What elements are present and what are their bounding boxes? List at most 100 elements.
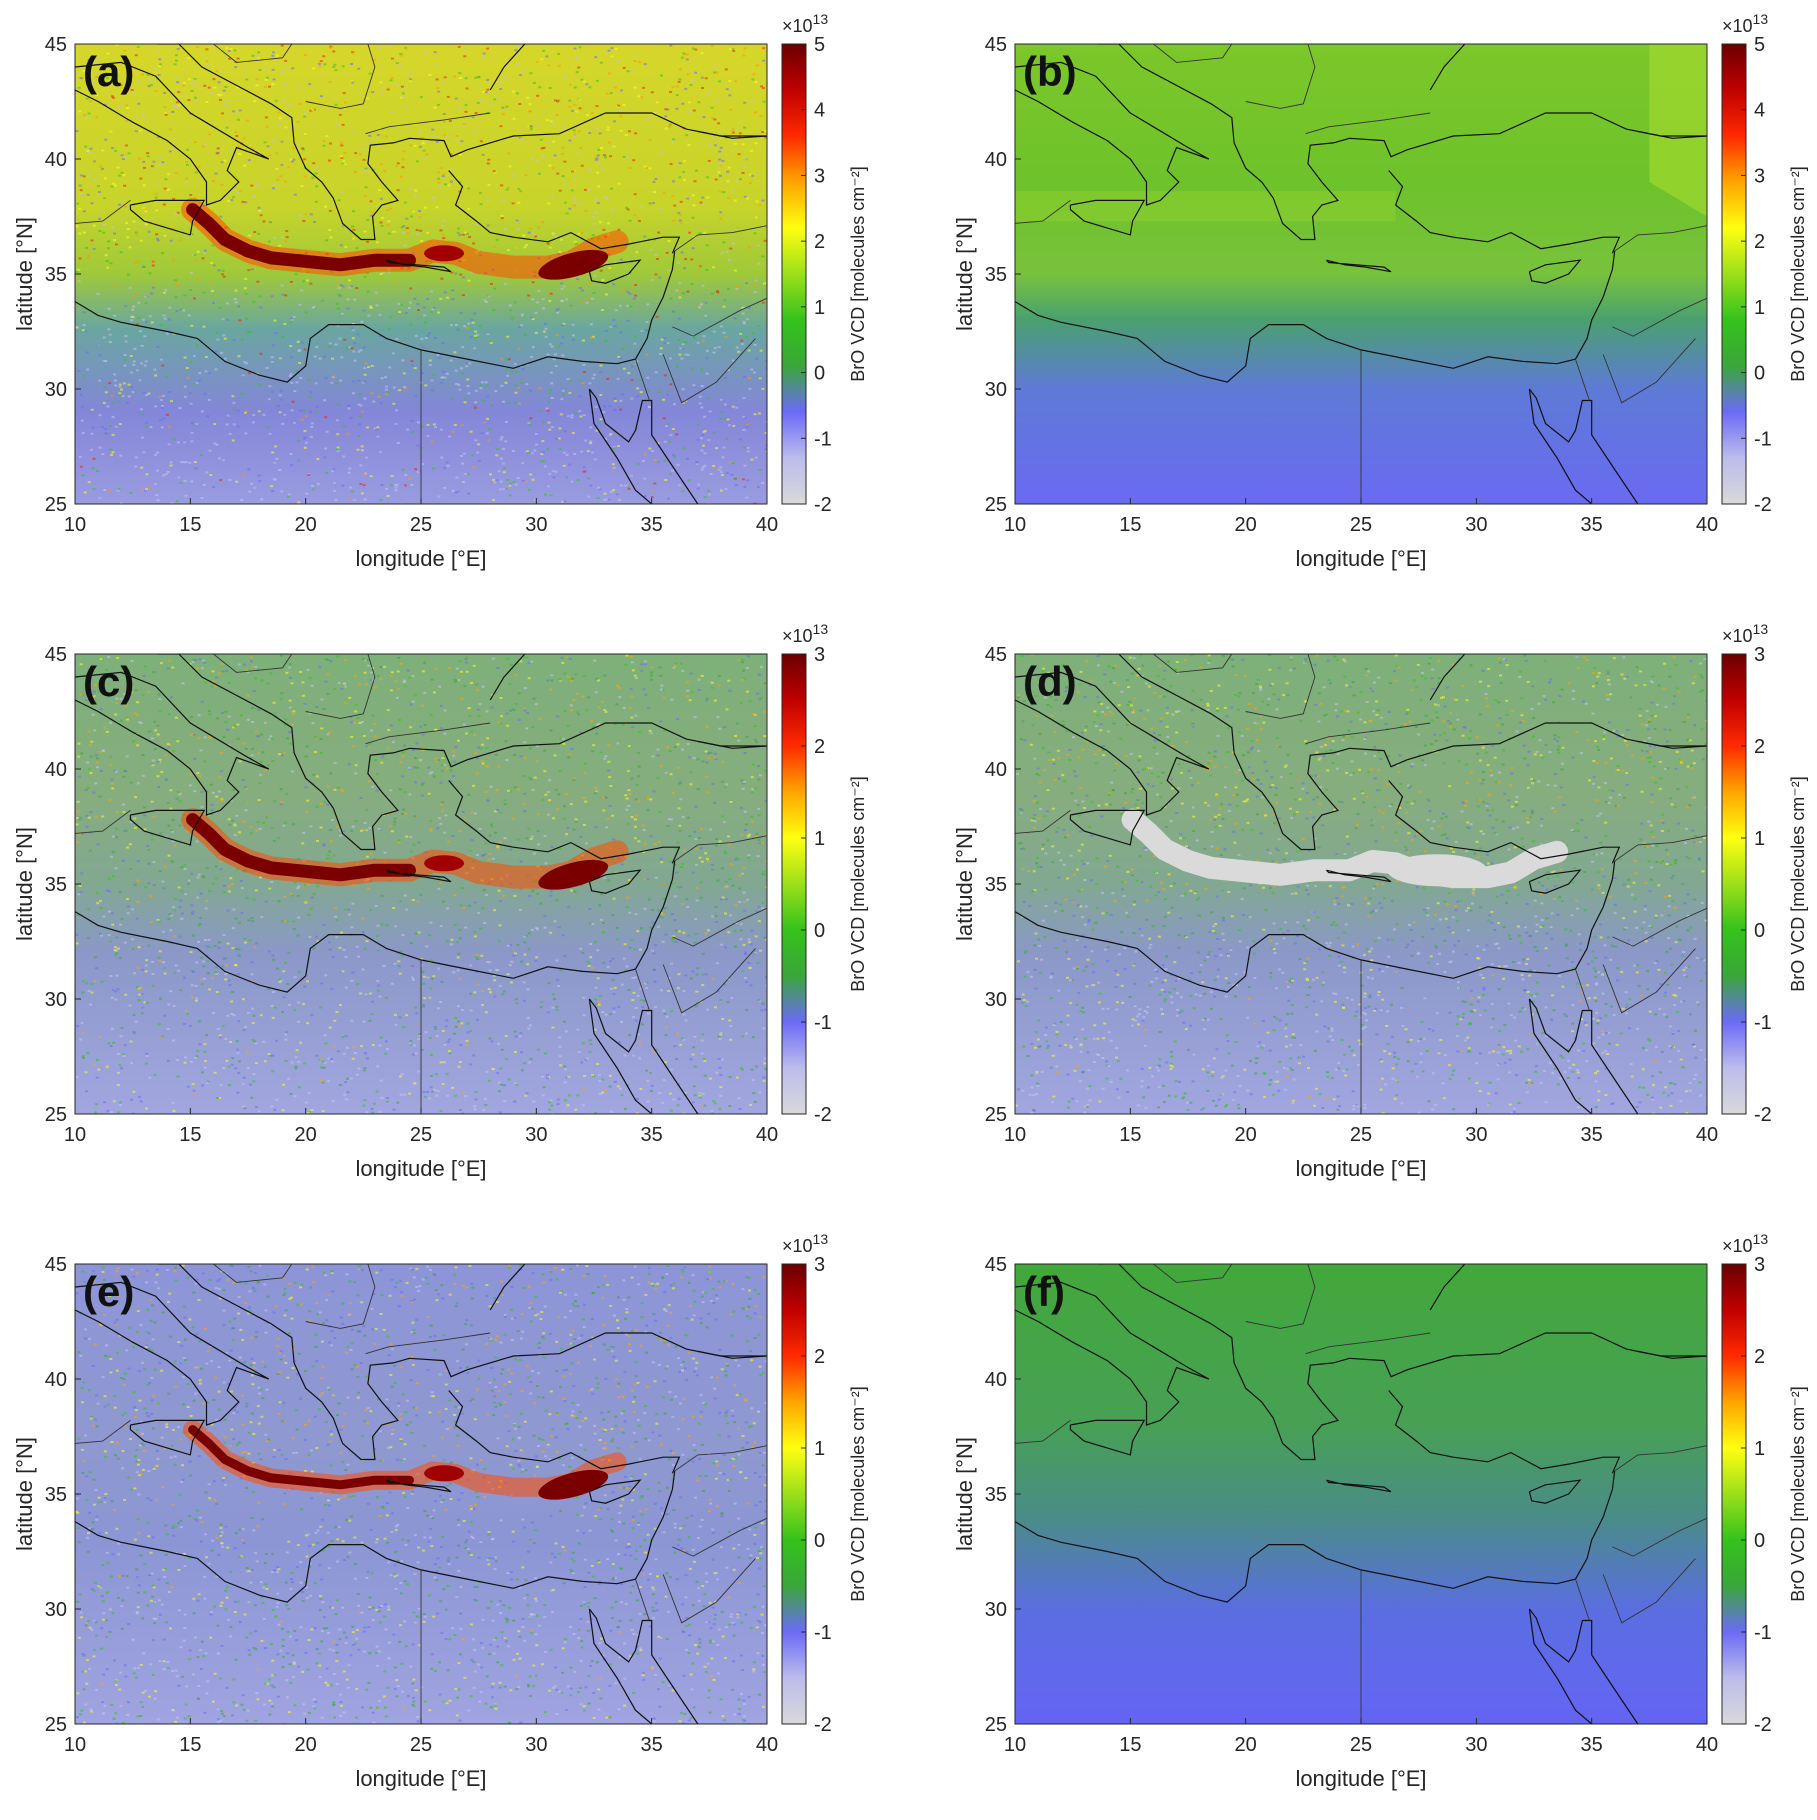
colorbar-tick-label: 2: [814, 231, 825, 253]
colorbar-tick-label: 5: [1754, 34, 1765, 56]
colorbar-tick-label: -1: [1754, 1012, 1772, 1034]
panel-label: (c): [83, 658, 134, 705]
x-tick-label: 25: [410, 1124, 432, 1146]
y-tick-label: 30: [985, 989, 1007, 1011]
y-tick-label: 25: [985, 1714, 1007, 1736]
x-tick-label: 15: [179, 1124, 201, 1146]
y-tick-label: 35: [45, 264, 67, 286]
x-tick-label: 20: [1235, 514, 1257, 536]
colorbar-tick-label: 0: [814, 920, 825, 942]
x-axis-label: longitude [°E]: [1295, 546, 1426, 571]
y-tick-label: 30: [45, 379, 67, 401]
y-tick-label: 45: [985, 34, 1007, 56]
colorbar-exponent: ×1013: [1722, 11, 1768, 36]
colorbar: [782, 44, 806, 504]
colorbar-tick-label: 0: [1754, 363, 1765, 385]
x-tick-label: 30: [525, 1124, 547, 1146]
x-tick-label: 10: [64, 1124, 86, 1146]
x-tick-label: 15: [179, 1734, 201, 1756]
x-tick-label: 30: [1465, 1734, 1487, 1756]
colorbar-label: BrO VCD [molecules cm⁻²]: [848, 166, 868, 382]
colorbar-tick-label: 2: [1754, 736, 1765, 758]
colorbar-exponent: ×1013: [782, 621, 828, 646]
colorbar-tick-label: -2: [814, 1104, 832, 1126]
colorbar-tick-label: 3: [1754, 165, 1765, 187]
y-tick-label: 40: [985, 149, 1007, 171]
colorbar-tick-label: -2: [1754, 494, 1772, 516]
y-tick-label: 35: [45, 1484, 67, 1506]
colorbar-label: BrO VCD [molecules cm⁻²]: [848, 1386, 868, 1602]
x-tick-label: 10: [64, 514, 86, 536]
colorbar-tick-label: 0: [1754, 1530, 1765, 1552]
x-tick-label: 15: [1119, 514, 1141, 536]
colorbar-label: BrO VCD [molecules cm⁻²]: [1788, 1386, 1808, 1602]
colorbar-tick-label: 1: [1754, 828, 1765, 850]
x-tick-label: 35: [1581, 1734, 1603, 1756]
colorbar-tick-label: 3: [814, 165, 825, 187]
colorbar-tick-label: -1: [1754, 1622, 1772, 1644]
colorbar-tick-label: -1: [814, 1622, 832, 1644]
x-tick-label: 25: [410, 1734, 432, 1756]
x-axis-label: longitude [°E]: [1295, 1156, 1426, 1181]
y-axis-label: latitude [°N]: [952, 827, 977, 941]
x-tick-label: 40: [756, 514, 778, 536]
colorbar-tick-label: -2: [814, 494, 832, 516]
colorbar: [1722, 44, 1746, 504]
y-tick-label: 40: [45, 759, 67, 781]
colorbar-tick-label: 0: [814, 363, 825, 385]
y-tick-label: 25: [985, 494, 1007, 516]
x-tick-label: 35: [641, 1124, 663, 1146]
colorbar-tick-label: 1: [1754, 1438, 1765, 1460]
x-tick-label: 30: [525, 514, 547, 536]
x-axis-label: longitude [°E]: [355, 1156, 486, 1181]
x-tick-label: 35: [641, 1734, 663, 1756]
colorbar-tick-label: 3: [1754, 1254, 1765, 1276]
colorbar-tick-label: 0: [1754, 920, 1765, 942]
colorbar-tick-label: 0: [814, 1530, 825, 1552]
y-tick-label: 30: [985, 1599, 1007, 1621]
colorbar-label: BrO VCD [molecules cm⁻²]: [848, 776, 868, 992]
colorbar-tick-label: 4: [1754, 100, 1765, 122]
colorbar-exponent: ×1013: [1722, 1231, 1768, 1256]
y-tick-label: 40: [45, 1369, 67, 1391]
y-tick-label: 30: [45, 989, 67, 1011]
y-tick-label: 45: [985, 1254, 1007, 1276]
y-tick-label: 25: [45, 1714, 67, 1736]
colorbar-tick-label: -2: [814, 1714, 832, 1736]
colorbar: [1722, 1264, 1746, 1724]
panel-label: (a): [83, 48, 134, 95]
panel-label: (b): [1023, 48, 1077, 95]
y-tick-label: 35: [985, 1484, 1007, 1506]
colorbar-tick-label: -1: [1754, 428, 1772, 450]
x-tick-label: 30: [525, 1734, 547, 1756]
x-tick-label: 35: [1581, 1124, 1603, 1146]
y-tick-label: 25: [45, 494, 67, 516]
colorbar-tick-label: 3: [814, 1254, 825, 1276]
x-tick-label: 15: [1119, 1124, 1141, 1146]
x-tick-label: 20: [295, 1124, 317, 1146]
y-axis-label: latitude [°N]: [12, 1437, 37, 1551]
x-tick-label: 30: [1465, 514, 1487, 536]
x-tick-label: 10: [64, 1734, 86, 1756]
colorbar-label: BrO VCD [molecules cm⁻²]: [1788, 776, 1808, 992]
colorbar-tick-label: 3: [814, 644, 825, 666]
y-axis-label: latitude [°N]: [12, 827, 37, 941]
colorbar-exponent: ×1013: [782, 1231, 828, 1256]
y-tick-label: 30: [45, 1599, 67, 1621]
y-tick-label: 45: [985, 644, 1007, 666]
x-tick-label: 40: [756, 1124, 778, 1146]
colorbar-exponent: ×1013: [782, 11, 828, 36]
colorbar-tick-label: -2: [1754, 1104, 1772, 1126]
x-tick-label: 40: [1696, 514, 1718, 536]
x-axis-label: longitude [°E]: [355, 1766, 486, 1791]
